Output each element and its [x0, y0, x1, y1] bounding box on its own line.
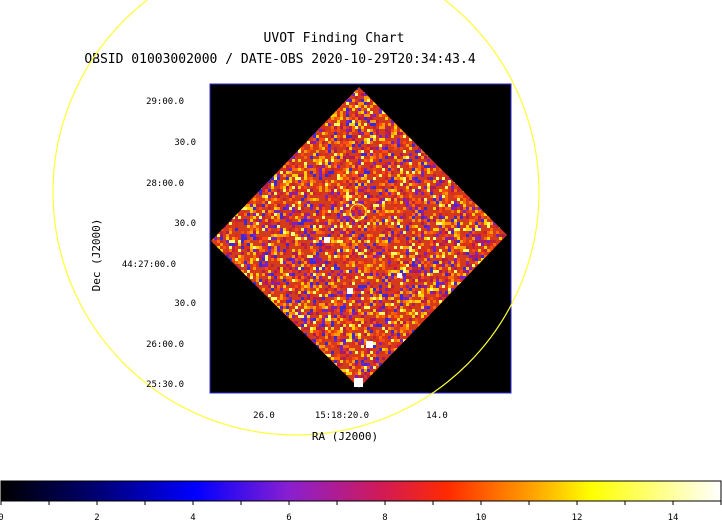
y-tick-label: 25:30.0 [146, 380, 184, 390]
colorbar-label: 0 [0, 513, 4, 521]
y-tick-label: 30.0 [174, 299, 196, 309]
bright-sources [291, 232, 402, 387]
y-tick-label: 29:00.0 [146, 97, 184, 107]
y-tick-label: 30.0 [174, 138, 196, 148]
chart-subtitle: OBSID 01003002000 / DATE-OBS 2020-10-29T… [84, 52, 476, 67]
colorbar-labels: 0 2 4 6 8 10 12 14 [0, 513, 678, 521]
target-circle [349, 203, 367, 221]
colorbar-label: 2 [94, 513, 99, 521]
y-axis-label: Dec (J2000) [90, 219, 103, 292]
x-axis-label: RA (J2000) [312, 430, 378, 443]
colorbar-label: 10 [476, 513, 487, 521]
y-tick-label: 26:00.0 [146, 340, 184, 350]
colorbar-label: 6 [286, 513, 291, 521]
y-tick-label: 44:27:00.0 [122, 260, 176, 270]
colorbar-ticks [0, 501, 722, 505]
y-tick-labels: 29:00.0 30.0 28:00.0 30.0 44:27:00.0 30.… [122, 97, 196, 390]
field-of-view-circle [52, 0, 540, 436]
colorbar-label: 4 [190, 513, 195, 521]
x-tick-label: 14.0 [426, 411, 448, 421]
chart-title: UVOT Finding Chart [264, 31, 405, 46]
y-tick-label: 30.0 [174, 219, 196, 229]
colorbar-label: 8 [382, 513, 387, 521]
y-tick-label: 28:00.0 [146, 179, 184, 189]
colorbar-label: 12 [572, 513, 583, 521]
x-tick-label: 26.0 [253, 411, 275, 421]
colorbar-label: 14 [668, 513, 679, 521]
x-tick-label: 15:18:20.0 [315, 411, 369, 421]
colorbar [0, 480, 722, 502]
x-tick-labels: 26.0 15:18:20.0 14.0 [253, 411, 448, 421]
